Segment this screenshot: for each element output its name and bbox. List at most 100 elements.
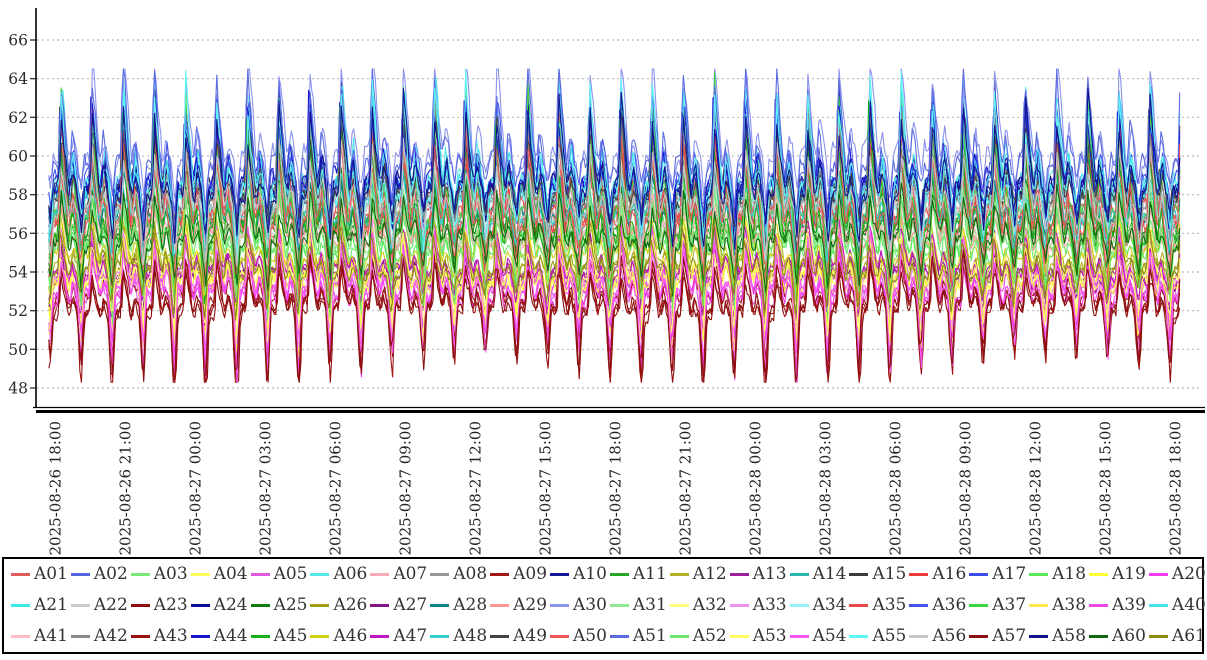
legend-label: A49 [513, 626, 548, 646]
legend-item-A39: A39 [1082, 590, 1146, 621]
legend-swatch-icon [849, 604, 869, 607]
legend-swatch-icon [729, 635, 749, 638]
y-tick-label: 54 [8, 264, 28, 282]
legend-item-A54: A54 [783, 621, 847, 652]
legend-item-A17: A17 [962, 559, 1026, 590]
legend-swatch-icon [969, 604, 989, 607]
legend-item-A60: A60 [1082, 621, 1146, 652]
x-tick-label: 2025-08-28 18:00 [1167, 421, 1185, 555]
legend-item-A47: A47 [363, 621, 427, 652]
legend-item-A13: A13 [723, 559, 787, 590]
legend-item-A09: A09 [483, 559, 547, 590]
legend-label: A17 [992, 564, 1027, 584]
legend-swatch-icon [729, 604, 749, 607]
legend-label: A16 [932, 564, 967, 584]
legend-item-A45: A45 [244, 621, 307, 652]
legend-swatch-icon [969, 573, 989, 576]
legend-item-A02: A02 [64, 559, 128, 590]
legend-swatch-icon [789, 604, 809, 607]
legend-item-A10: A10 [543, 559, 607, 590]
legend-label: A11 [632, 564, 667, 584]
legend-item-A18: A18 [1022, 559, 1086, 590]
series-line-A54 [48, 227, 1181, 383]
legend-swatch-icon [430, 604, 450, 607]
legend-label: A54 [812, 626, 847, 646]
legend-swatch-icon [789, 573, 809, 576]
legend-label: A10 [573, 564, 607, 584]
x-tick-label: 2025-08-27 15:00 [537, 421, 555, 555]
legend-label: A15 [872, 564, 907, 584]
legend-label: A39 [1112, 595, 1146, 615]
legend-item-A26: A26 [303, 590, 367, 621]
y-tick-label: 52 [8, 302, 28, 320]
legend-label: A14 [812, 564, 847, 584]
legend-item-A11: A11 [603, 559, 667, 590]
legend-item-A07: A07 [363, 559, 427, 590]
x-tick-label: 2025-08-27 12:00 [467, 421, 485, 555]
legend-label: A34 [812, 595, 847, 615]
legend-swatch-icon [310, 604, 330, 607]
legend-label: A36 [932, 595, 967, 615]
legend-item-A48: A48 [423, 621, 487, 652]
legend-label: A35 [872, 595, 907, 615]
legend-swatch-icon [490, 604, 510, 607]
y-tick-label: 60 [8, 148, 28, 166]
legend-item-A03: A03 [124, 559, 188, 590]
legend-label: A03 [153, 564, 188, 584]
legend-swatch-icon [1089, 604, 1109, 607]
legend-swatch-icon [969, 635, 989, 638]
legend-item-A19: A19 [1082, 559, 1146, 590]
legend-item-A40: A40 [1142, 590, 1206, 621]
legend-label: A25 [273, 595, 308, 615]
legend-swatch-icon [490, 635, 510, 638]
legend-swatch-icon [190, 635, 210, 638]
series-line-A60 [48, 182, 1181, 297]
plot-area: 66 64 62 60 58 56 54 52 50 48 2025-08-26 18:00 2025… [8, 8, 1205, 555]
series-line-A58 [48, 87, 1181, 251]
legend-label: A50 [573, 626, 607, 646]
legend-swatch-icon [609, 604, 629, 607]
legend-label: A56 [932, 626, 967, 646]
legend-label: A27 [393, 595, 428, 615]
legend-swatch-icon [130, 604, 150, 607]
legend-swatch-icon [370, 635, 390, 638]
legend-swatch-icon [550, 635, 570, 638]
line-chart-svg: 66 64 62 60 58 56 54 52 50 48 2025-08-26 18:00 2025… [8, 8, 1205, 555]
legend-label: A22 [93, 595, 128, 615]
legend-item-A46: A46 [303, 621, 367, 652]
x-tick-label: 2025-08-27 21:00 [677, 421, 695, 555]
legend-item-A25: A25 [244, 590, 307, 621]
legend-item-A04: A04 [184, 559, 248, 590]
legend-swatch-icon [909, 573, 929, 576]
legend-swatch-icon [849, 635, 869, 638]
legend-item-A34: A34 [783, 590, 847, 621]
legend-item-A01: A01 [4, 559, 68, 590]
legend-item-A32: A32 [663, 590, 727, 621]
legend-label: A06 [333, 564, 368, 584]
legend-item-A24: A24 [184, 590, 248, 621]
legend-swatch-icon [11, 604, 30, 607]
y-tick-label: 64 [8, 70, 28, 88]
legend-item-A08: A08 [423, 559, 487, 590]
legend-swatch-icon [669, 604, 689, 607]
legend-swatch-icon [430, 573, 450, 576]
legend-swatch-icon [669, 573, 689, 576]
legend-swatch-icon [70, 635, 90, 638]
legend-swatch-icon [1148, 635, 1168, 638]
legend-item-A21: A21 [4, 590, 68, 621]
legend-label: A60 [1112, 626, 1146, 646]
legend-label: A08 [453, 564, 488, 584]
x-tick-label: 2025-08-28 15:00 [1097, 421, 1115, 555]
legend-item-A31: A31 [603, 590, 667, 621]
legend-label: A32 [692, 595, 727, 615]
legend-label: A45 [273, 626, 308, 646]
legend-swatch-icon [70, 604, 90, 607]
legend-swatch-icon [310, 635, 330, 638]
y-tick-label: 48 [8, 380, 28, 398]
legend-item-A61: A61 [1142, 621, 1206, 652]
legend-swatch-icon [669, 635, 689, 638]
legend: A01 A02 A03 A04 A05 A06 A07 A08 A09 A10 A11 A12 A13 A… [2, 557, 1206, 654]
x-tick-label: 2025-08-27 18:00 [607, 421, 625, 555]
x-tick-label: 2025-08-28 06:00 [887, 421, 905, 555]
legend-label: A61 [1171, 626, 1206, 646]
